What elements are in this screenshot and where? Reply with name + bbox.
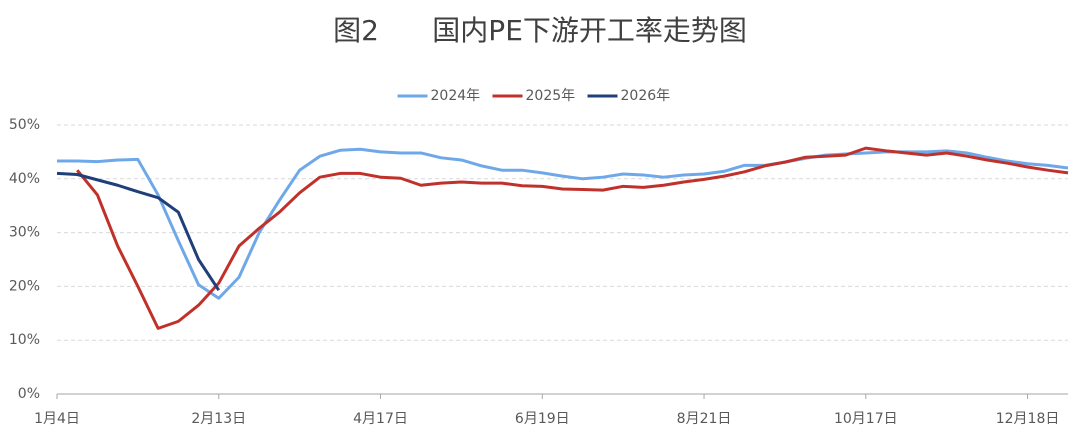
x-tick-label: 4月17日 [353, 411, 408, 427]
y-tick-label: 40% [9, 171, 40, 187]
series-line [76, 146, 1069, 330]
chart-title: 图2 国内PE下游开工率走势图 [333, 14, 747, 47]
legend-label: 2026年 [621, 88, 671, 104]
y-tick-label: 30% [9, 225, 40, 241]
y-tick-label: 0% [18, 386, 40, 402]
y-tick-label: 50% [9, 117, 40, 133]
x-tick-label: 10月17日 [834, 411, 898, 427]
legend-label: 2025年 [526, 88, 576, 104]
legend-label: 2024年 [431, 88, 481, 104]
x-tick-label: 8月21日 [677, 411, 732, 427]
y-tick-label: 10% [9, 332, 40, 348]
x-tick-label: 12月18日 [996, 411, 1060, 427]
series-line [56, 171, 221, 291]
x-tick-label: 2月13日 [191, 411, 246, 427]
x-tick-label: 6月19日 [515, 411, 570, 427]
y-tick-label: 20% [9, 278, 40, 294]
x-tick-label: 1月4日 [34, 411, 80, 427]
